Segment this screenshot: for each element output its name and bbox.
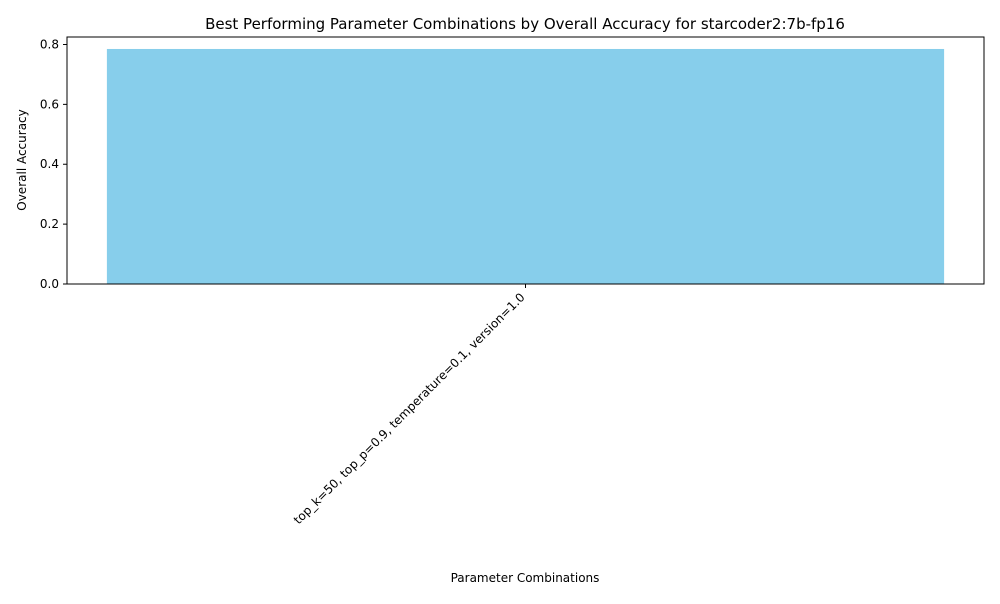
x-tick-label: top_k=50, top_p=0.9, temperature=0.1, ve… bbox=[291, 290, 528, 527]
y-tick-label: 0.8 bbox=[40, 37, 59, 51]
y-tick-label: 0.0 bbox=[40, 277, 59, 291]
x-axis-label: Parameter Combinations bbox=[451, 571, 600, 585]
y-tick-label: 0.6 bbox=[40, 97, 59, 111]
y-tick-label: 0.2 bbox=[40, 217, 59, 231]
bar bbox=[106, 48, 945, 285]
chart-title: Best Performing Parameter Combinations b… bbox=[205, 15, 845, 33]
plot-area: 0.0 0.2 0.4 0.6 0.8 top_k=50, top_p=0.9, temp… bbox=[40, 36, 985, 527]
y-axis-label: Overall Accuracy bbox=[15, 109, 29, 210]
y-tick-label: 0.4 bbox=[40, 157, 59, 171]
